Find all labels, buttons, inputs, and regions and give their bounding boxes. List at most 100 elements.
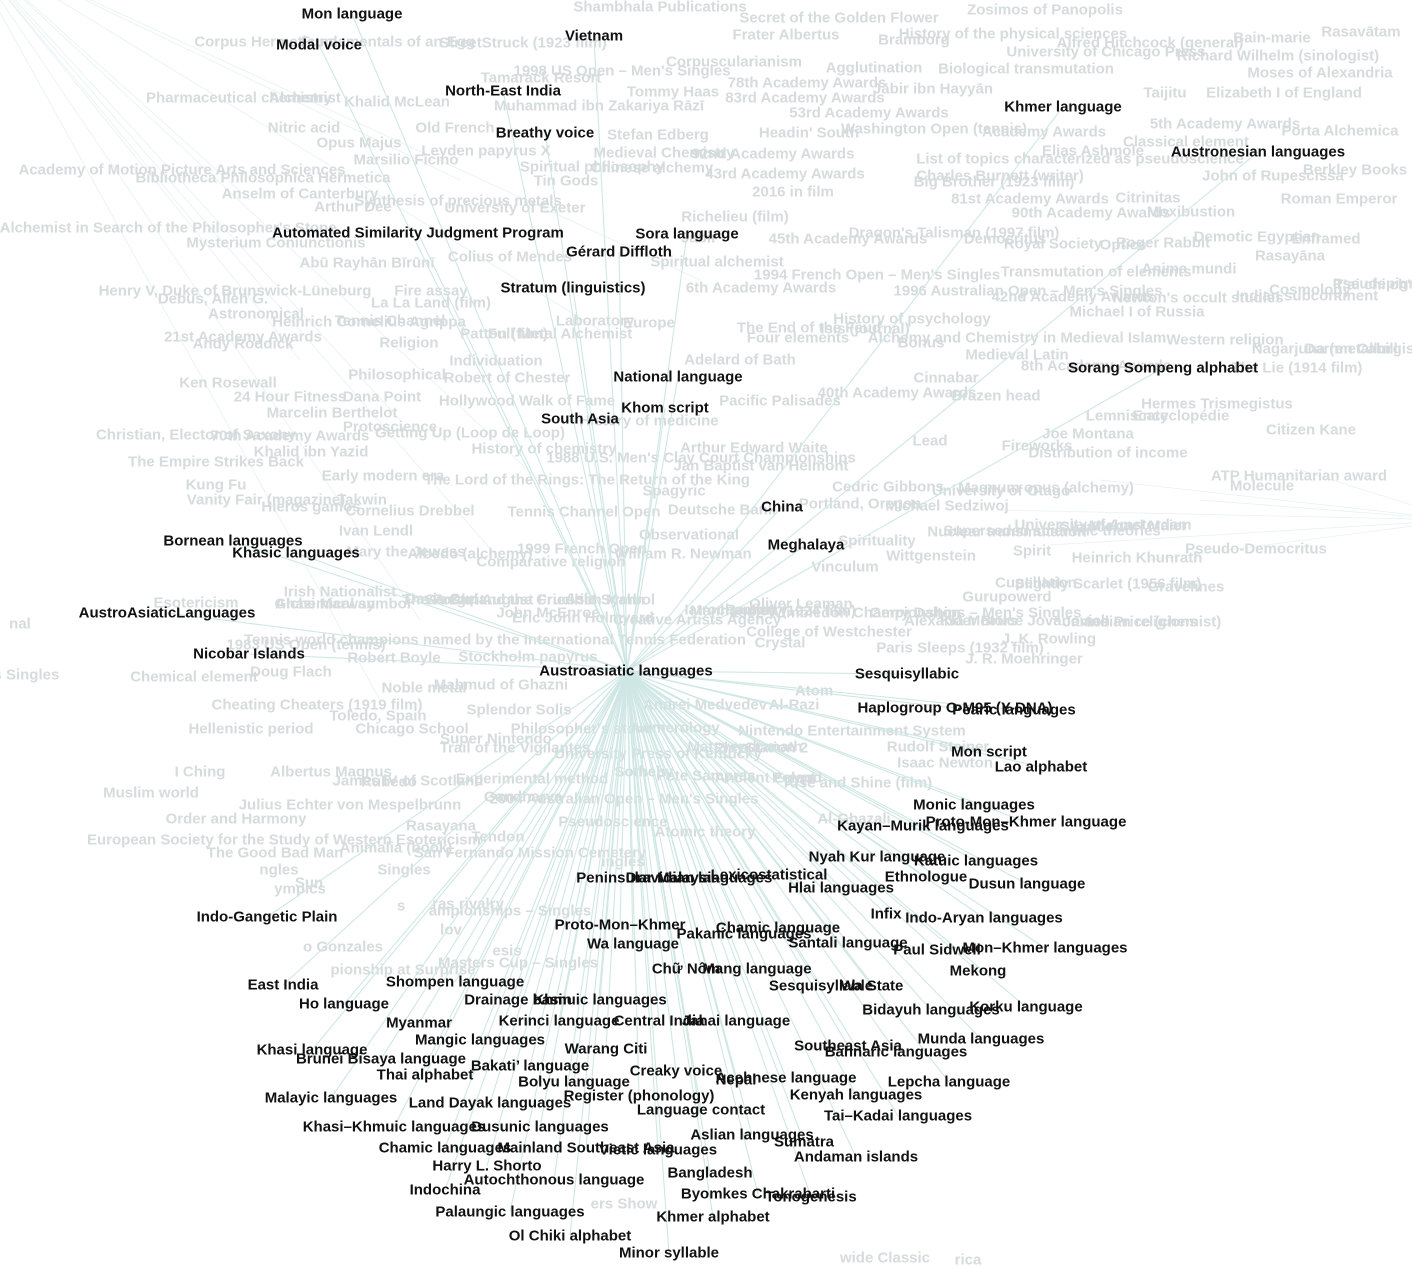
node-label-khasic-languages[interactable]: Khasic languages (232, 545, 360, 562)
node-label-kerinci-language[interactable]: Kerinci language (499, 1013, 620, 1030)
node-label-mang-language[interactable]: Mang language (702, 961, 811, 978)
node-label-indo-gangetic-plain[interactable]: Indo-Gangetic Plain (197, 909, 338, 926)
node-label-stratum-linguistics[interactable]: Stratum (linguistics) (500, 280, 645, 297)
node-label-vietic-languages[interactable]: Vietic languages (599, 1142, 717, 1159)
node-label-wa-language[interactable]: Wa language (587, 936, 679, 953)
node-label-language-contact[interactable]: Language contact (637, 1102, 765, 1119)
node-label-malayic-languages[interactable]: Malayic languages (265, 1090, 398, 1107)
node-label-breathy-voice[interactable]: Breathy voice (496, 125, 594, 142)
node-label-north-east-india[interactable]: North-East India (445, 83, 561, 100)
node-label-east-india[interactable]: East India (248, 977, 320, 994)
node-label-sorang-sompeng-alphabet[interactable]: Sorang Sompeng alphabet (1068, 360, 1258, 377)
node-label-pearic-languages[interactable]: Pearic languages (952, 702, 1075, 719)
node-label-bangladesh[interactable]: Bangladesh (667, 1165, 752, 1182)
node-label-acehnese-language[interactable]: Acehnese language (716, 1070, 857, 1087)
node-label-santali-language[interactable]: Santali language (788, 935, 907, 952)
node-label-khmer-alphabet[interactable]: Khmer alphabet (656, 1209, 769, 1226)
node-label-sumatra[interactable]: Sumatra (774, 1134, 835, 1151)
node-label-china[interactable]: China (761, 499, 803, 516)
node-label-mon-khmer-languages[interactable]: Mon–Khmer languages (962, 940, 1127, 957)
node-label-khasi-language[interactable]: Khasi language (257, 1042, 368, 1059)
node-label-national-language[interactable]: National language (613, 369, 742, 386)
node-label-chu-nom[interactable]: Chữ Nôm (652, 961, 720, 978)
node-label-southeast-asia[interactable]: Southeast Asia (794, 1038, 902, 1055)
node-label-pakanic-languages[interactable]: Pakanic languages (676, 926, 811, 943)
node-label-austroasiaticlanguages[interactable]: AustroAsiaticLanguages (79, 605, 256, 622)
node-label-chamic-language[interactable]: Chamic language (716, 920, 840, 937)
node-label-khom-script[interactable]: Khom script (621, 400, 709, 417)
node-label-peninsular-malaysia[interactable]: Peninsular Malaysia (576, 870, 720, 887)
node-label-byomkes-chakrabarti[interactable]: Byomkes Chakrabarti (681, 1186, 835, 1203)
node-label-korku-language[interactable]: Korku language (969, 999, 1082, 1016)
node-label-modal-voice[interactable]: Modal voice (276, 37, 362, 54)
node-label-katuic-languages[interactable]: Katuic languages (914, 853, 1038, 870)
node-label-dusunic-languages[interactable]: Dusunic languages (471, 1119, 609, 1136)
node-label-shompen-language[interactable]: Shompen language (386, 974, 524, 991)
node-label-mon-language[interactable]: Mon language (302, 6, 403, 23)
node-label-lao-alphabet[interactable]: Lao alphabet (995, 759, 1088, 776)
node-label-haplogroup-o-m95-y-dna[interactable]: Haplogroup O-M95 (Y-DNA) (858, 700, 1053, 717)
node-label-harry-l-shorto[interactable]: Harry L. Shorto (432, 1158, 541, 1175)
node-label-thai-alphabet[interactable]: Thai alphabet (377, 1067, 474, 1084)
node-label-sesquisyllabic[interactable]: Sesquisyllabic (855, 666, 959, 683)
node-label-south-asia[interactable]: South Asia (541, 411, 619, 428)
node-label-indochina[interactable]: Indochina (410, 1182, 481, 1199)
node-label-kenyah-languages[interactable]: Kenyah languages (790, 1087, 923, 1104)
node-label-bidayuh-languages[interactable]: Bidayuh languages (862, 1002, 1000, 1019)
node-label-proto-mon-khmer-language[interactable]: Proto-Mon–Khmer language (926, 814, 1127, 831)
node-label-mainland-southeast-asia[interactable]: Mainland Southeast Asia (498, 1140, 676, 1157)
node-label-lepcha-language[interactable]: Lepcha language (888, 1074, 1011, 1091)
node-label-minor-syllable[interactable]: Minor syllable (619, 1245, 719, 1262)
node-label-automated-similarity-judgment-program[interactable]: Automated Similarity Judgment Program (272, 225, 564, 242)
node-label-palaungic-languages[interactable]: Palaungic languages (435, 1204, 584, 1221)
node-label-nyah-kur-language[interactable]: Nyah Kur language (809, 849, 946, 866)
node-label-dravidian-languages[interactable]: Dravidian languages (626, 870, 773, 887)
node-label-khmer-language[interactable]: Khmer language (1004, 99, 1122, 116)
node-label-mangic-languages[interactable]: Mangic languages (415, 1032, 545, 1049)
node-label-aslian-languages[interactable]: Aslian languages (690, 1127, 813, 1144)
node-label-ethnologue[interactable]: Ethnologue (885, 869, 968, 886)
node-label-infix[interactable]: Infix (871, 906, 902, 923)
node-label-mon-script[interactable]: Mon script (951, 744, 1027, 761)
node-label-bahnaric-languages[interactable]: Bahnaric languages (825, 1044, 968, 1061)
node-label-tonogenesis[interactable]: Tonogenesis (765, 1189, 856, 1206)
node-label-paul-sidwell[interactable]: Paul Sidwell (893, 942, 981, 959)
node-label-sora-language[interactable]: Sora language (635, 226, 738, 243)
node-label-lexicostatistical[interactable]: Lexicostatistical (711, 867, 828, 884)
node-label-land-dayak-languages[interactable]: Land Dayak languages (409, 1095, 572, 1112)
node-label-brunei-bisaya-language[interactable]: Brunei Bisaya language (296, 1051, 466, 1068)
node-label-bornean-languages[interactable]: Bornean languages (163, 533, 302, 550)
node-label-proto-mon-khmer[interactable]: Proto-Mon–Khmer (555, 917, 686, 934)
node-label-myanmar[interactable]: Myanmar (386, 1015, 452, 1032)
node-label-nepal[interactable]: Nepal (716, 1072, 757, 1089)
node-label-sesquisyllable[interactable]: Sesquisyllable (769, 978, 873, 995)
node-label-meghalaya[interactable]: Meghalaya (768, 537, 845, 554)
node-label-hlai-languages[interactable]: Hlai languages (788, 880, 894, 897)
node-label-drainage-basin[interactable]: Drainage basin (464, 992, 572, 1009)
node-label-autochthonous-language[interactable]: Autochthonous language (464, 1172, 645, 1189)
node-label-central-india[interactable]: Central India (614, 1013, 706, 1030)
node-label-warang-citi[interactable]: Warang Citi (565, 1041, 648, 1058)
node-label-chamic-languages[interactable]: Chamic languages (379, 1140, 512, 1157)
node-label-register-phonology[interactable]: Register (phonology) (564, 1088, 715, 1105)
node-label-nicobar-islands[interactable]: Nicobar Islands (193, 646, 305, 663)
node-label-wa-state[interactable]: Wa State (841, 978, 904, 995)
node-label-tai-kadai-languages[interactable]: Tai–Kadai languages (824, 1108, 972, 1125)
node-label-indo-aryan-languages[interactable]: Indo-Aryan languages (905, 910, 1063, 927)
node-label-khmuic-languages[interactable]: Khmuic languages (533, 992, 666, 1009)
node-label-gerard-diffloth[interactable]: Gérard Diffloth (566, 244, 672, 261)
node-label-munda-languages[interactable]: Munda languages (918, 1031, 1045, 1048)
node-label-dusun-language[interactable]: Dusun language (969, 876, 1086, 893)
node-label-creaky-voice[interactable]: Creaky voice (630, 1063, 723, 1080)
node-label-kayan-murik-languages[interactable]: Kayan–Murik languages (837, 818, 1009, 835)
node-label-mekong[interactable]: Mekong (950, 963, 1007, 980)
node-label-andaman-islands[interactable]: Andaman islands (794, 1149, 918, 1166)
node-label-ol-chiki-alphabet[interactable]: Ol Chiki alphabet (509, 1228, 632, 1245)
node-center-label[interactable]: Austroasiatic languages (539, 663, 712, 680)
node-label-bolyu-language[interactable]: Bolyu language (518, 1074, 630, 1091)
node-label-khasi-khmuic-languages[interactable]: Khasi–Khmuic languages (303, 1119, 486, 1136)
node-label-jahai-language[interactable]: Jahai language (682, 1013, 790, 1030)
node-label-monic-languages[interactable]: Monic languages (913, 797, 1035, 814)
node-label-bakati-language[interactable]: Bakati’ language (471, 1058, 589, 1075)
node-label-vietnam[interactable]: Vietnam (565, 28, 623, 45)
